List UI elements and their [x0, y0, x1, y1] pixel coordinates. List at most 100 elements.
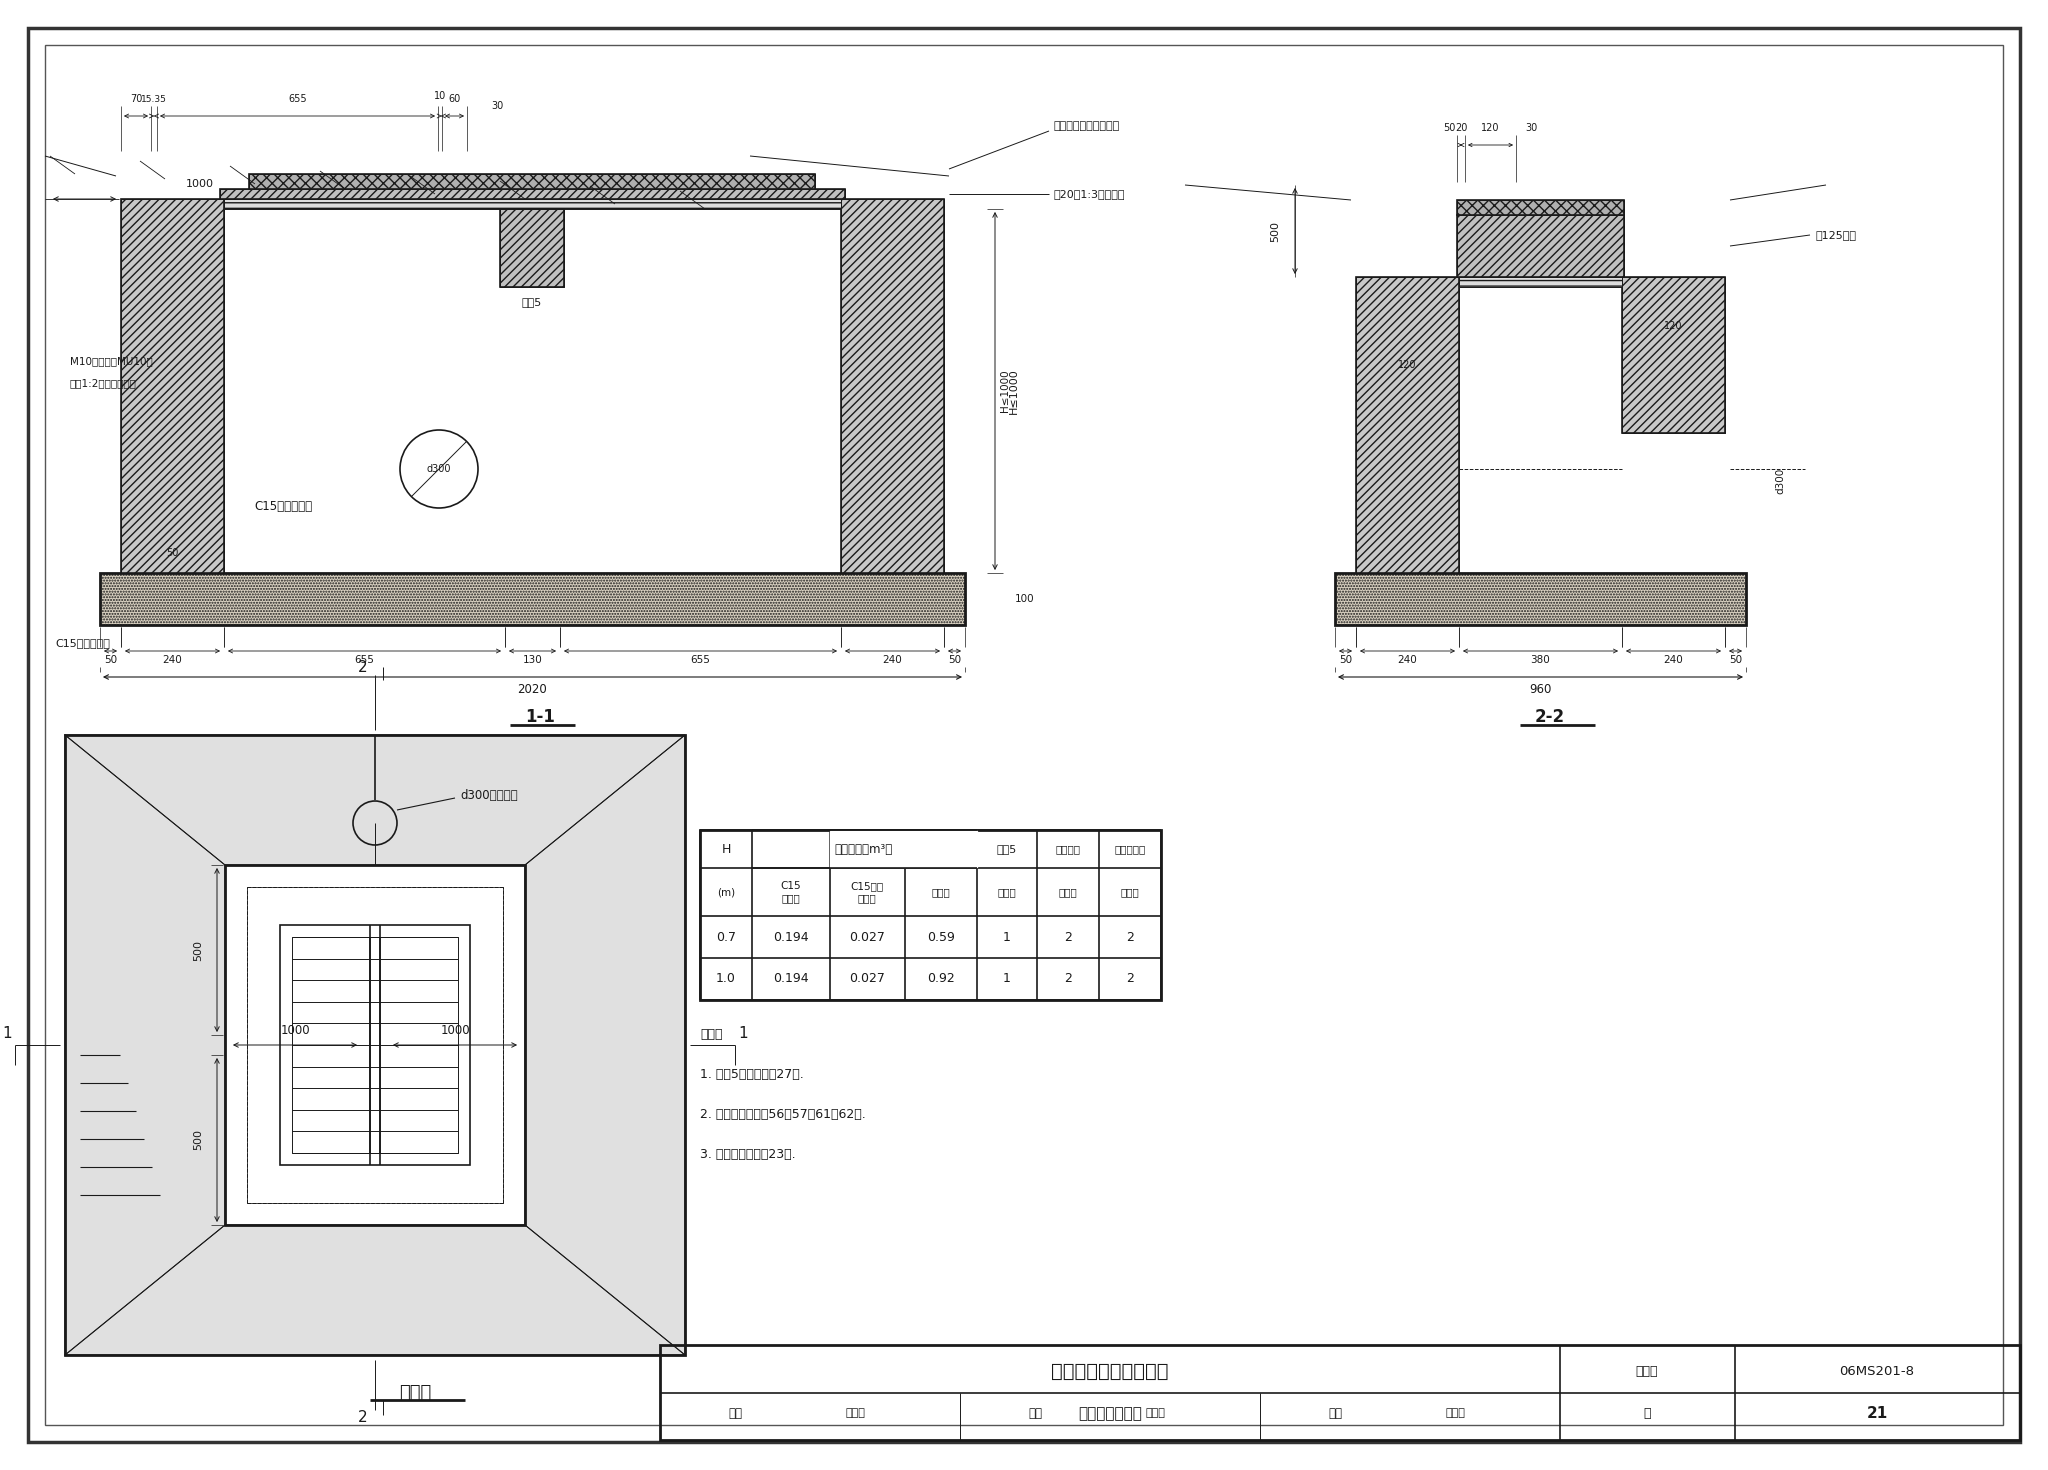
Bar — [219, 190, 846, 198]
Text: 2-2: 2-2 — [1534, 709, 1565, 726]
Text: 3. 井圈见本图集第23页.: 3. 井圈见本图集第23页. — [700, 1148, 795, 1161]
Text: （混凝土井圈）: （混凝土井圈） — [1077, 1405, 1143, 1421]
Text: 1: 1 — [737, 1026, 748, 1041]
Text: 0.027: 0.027 — [850, 931, 885, 944]
Text: 120: 120 — [1397, 360, 1417, 370]
Text: 500: 500 — [1270, 220, 1280, 241]
Bar — [1356, 276, 1458, 573]
Text: 温丽晖: 温丽晖 — [1446, 1408, 1464, 1419]
Bar — [250, 173, 815, 190]
Text: 06MS201-8: 06MS201-8 — [1839, 1366, 1915, 1377]
Text: 240: 240 — [883, 656, 903, 664]
Text: 发125砖券: 发125砖券 — [1815, 229, 1855, 240]
Text: 设计: 设计 — [1327, 1407, 1341, 1420]
Bar — [500, 209, 563, 287]
Text: C15混凝土基础: C15混凝土基础 — [55, 638, 111, 648]
Text: 380: 380 — [1530, 656, 1550, 664]
Bar — [1335, 573, 1747, 625]
Text: 30: 30 — [1526, 123, 1538, 132]
Text: 1000: 1000 — [186, 179, 213, 190]
Text: d300: d300 — [426, 465, 451, 473]
Text: 1: 1 — [2, 1026, 12, 1041]
Text: 500: 500 — [193, 939, 203, 960]
Text: 21: 21 — [1866, 1405, 1888, 1421]
Text: 50: 50 — [166, 548, 178, 559]
Text: C15细石混凝土: C15细石混凝土 — [254, 500, 311, 513]
Text: 120: 120 — [1481, 123, 1499, 132]
Text: 过梁5: 过梁5 — [997, 844, 1018, 854]
Bar — [223, 198, 842, 209]
Text: 2: 2 — [358, 660, 369, 675]
Text: 0.7: 0.7 — [717, 931, 735, 944]
Text: 2020: 2020 — [518, 682, 547, 695]
Bar — [225, 864, 524, 1225]
Text: 60: 60 — [449, 94, 461, 104]
Text: 100: 100 — [1016, 594, 1034, 604]
Text: 240: 240 — [1663, 656, 1683, 664]
Text: 页: 页 — [1642, 1407, 1651, 1420]
Text: H≤1000: H≤1000 — [999, 369, 1010, 412]
Bar — [1456, 215, 1624, 276]
Text: 130: 130 — [522, 656, 543, 664]
Text: 10: 10 — [434, 91, 446, 101]
Polygon shape — [66, 1225, 684, 1355]
Text: 工程数量（m³）: 工程数量（m³） — [836, 842, 893, 856]
Bar — [700, 831, 1161, 1000]
Bar — [842, 198, 944, 573]
Text: (m): (m) — [717, 886, 735, 897]
Text: 2: 2 — [1126, 973, 1135, 985]
Bar — [500, 209, 563, 287]
Text: d300雨水口管: d300雨水口管 — [461, 788, 518, 801]
Text: 240: 240 — [162, 656, 182, 664]
Text: 座20厚1:3水泥砂浆: 座20厚1:3水泥砂浆 — [1055, 190, 1126, 198]
Text: 2: 2 — [1126, 931, 1135, 944]
Text: 15.35: 15.35 — [141, 94, 168, 103]
Text: 王懂山: 王懂山 — [846, 1408, 864, 1419]
Text: 1: 1 — [1004, 931, 1012, 944]
Text: 1.0: 1.0 — [717, 973, 735, 985]
Text: 2: 2 — [1065, 931, 1071, 944]
Bar — [281, 925, 469, 1166]
Bar — [842, 198, 944, 573]
Bar — [1622, 276, 1724, 434]
Text: 0.92: 0.92 — [928, 973, 954, 985]
Text: 0.194: 0.194 — [774, 931, 809, 944]
Polygon shape — [66, 735, 684, 864]
Bar — [1456, 200, 1624, 215]
Text: 图集号: 图集号 — [1636, 1366, 1659, 1377]
Text: 2. 算子见本图集第56、57、61、62页.: 2. 算子见本图集第56、57、61、62页. — [700, 1108, 866, 1122]
Bar — [248, 886, 504, 1202]
Bar — [121, 198, 223, 573]
Polygon shape — [524, 735, 684, 1355]
Text: 50: 50 — [104, 656, 117, 664]
Bar — [250, 173, 815, 190]
Bar — [1622, 276, 1724, 434]
Text: （个）: （个） — [1059, 886, 1077, 897]
Bar — [1458, 276, 1622, 287]
Bar — [293, 936, 459, 1152]
Text: （根）: （根） — [997, 886, 1016, 897]
Polygon shape — [829, 831, 977, 867]
Bar — [659, 1345, 2019, 1441]
Text: 1: 1 — [1004, 973, 1012, 985]
Bar — [1456, 215, 1624, 276]
Text: 20: 20 — [1454, 123, 1466, 132]
Text: 墙内1:2水泥砂浆勾缝: 墙内1:2水泥砂浆勾缝 — [70, 378, 137, 388]
Text: 审核: 审核 — [727, 1407, 741, 1420]
Text: 1000: 1000 — [281, 1023, 309, 1036]
Text: 0.027: 0.027 — [850, 973, 885, 985]
Text: 1000: 1000 — [440, 1023, 469, 1036]
Text: 平面图: 平面图 — [399, 1383, 432, 1402]
Text: 30: 30 — [492, 101, 504, 112]
Text: 过梁5: 过梁5 — [522, 297, 543, 307]
Bar — [1356, 276, 1458, 573]
Text: C15
混凝土: C15 混凝土 — [780, 881, 801, 903]
Text: C15细石
混凝土: C15细石 混凝土 — [850, 881, 883, 903]
Text: 2: 2 — [1065, 973, 1071, 985]
Bar — [66, 735, 684, 1355]
Bar — [100, 573, 965, 625]
Text: d300: d300 — [1776, 467, 1786, 494]
Bar — [121, 198, 223, 573]
Bar — [1456, 200, 1624, 215]
Text: 校对: 校对 — [1028, 1407, 1042, 1420]
